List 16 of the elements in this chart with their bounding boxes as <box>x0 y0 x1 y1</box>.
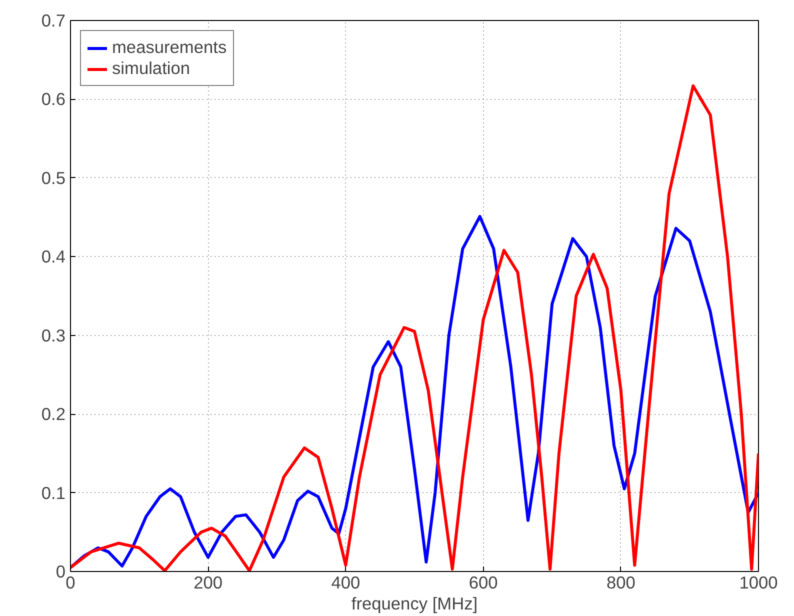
line-series <box>70 215 758 570</box>
legend-label: measurements <box>112 37 227 58</box>
x-tick-label: 400 <box>331 572 360 592</box>
y-tick-label: 0.6 <box>41 89 66 110</box>
legend-label: simulation <box>112 58 190 79</box>
x-tick-label: 200 <box>194 572 223 592</box>
y-tick-label: 0.4 <box>41 246 66 267</box>
x-axis-title: frequency [MHz] <box>351 594 478 614</box>
y-tick-label: 0.5 <box>41 168 66 188</box>
x-tick-label: 800 <box>606 572 636 592</box>
y-tick-label: 0.7 <box>41 10 66 30</box>
y-tick-label: 0.1 <box>41 482 66 503</box>
y-tick-label: 0.2 <box>41 404 66 424</box>
x-tick-label: 1000 <box>739 572 778 592</box>
x-tick-label: 600 <box>468 572 498 592</box>
y-tick-label: 0.3 <box>41 325 66 346</box>
